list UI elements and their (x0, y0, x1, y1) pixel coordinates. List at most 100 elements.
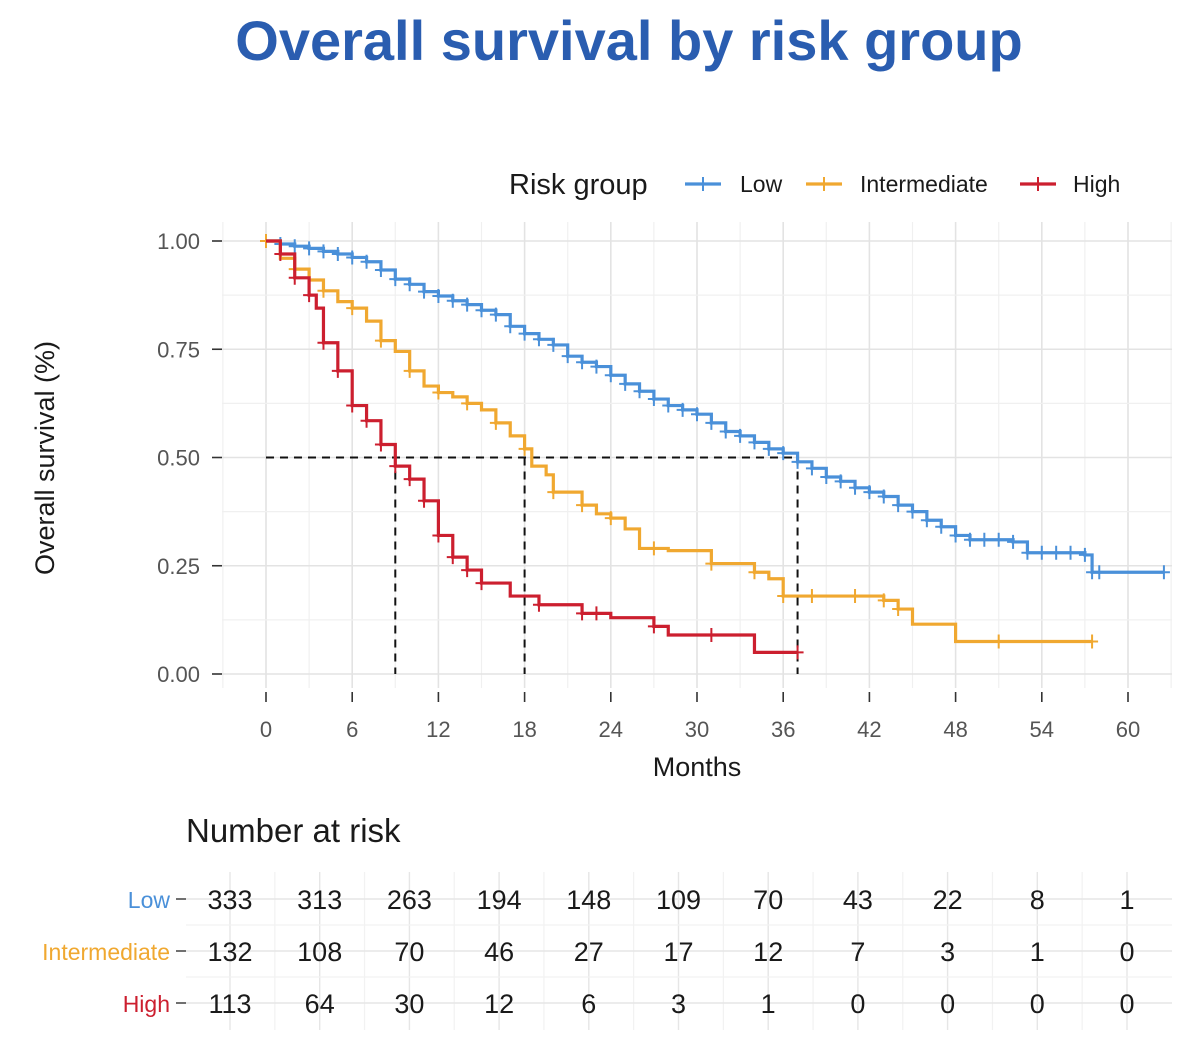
x-tick-label: 60 (1116, 717, 1140, 742)
risk-cell: 113 (208, 989, 251, 1019)
censor-mark (935, 519, 948, 534)
risk-cell: 0 (1119, 989, 1134, 1019)
risk-row-low: Low 333 313 263 194 148 109 70 43 22 8 1 (128, 885, 1135, 915)
censor-mark (892, 498, 905, 513)
censor-mark (633, 384, 646, 399)
censor-mark (576, 498, 589, 513)
legend-label: Intermediate (860, 171, 988, 197)
censor-mark (820, 469, 833, 484)
risk-cell: 108 (297, 937, 342, 967)
censor-mark (288, 239, 301, 254)
risk-row-label: Intermediate (42, 939, 170, 965)
risk-cell: 70 (753, 885, 783, 915)
censor-mark (992, 532, 1005, 547)
censor-mark (389, 272, 402, 287)
survival-curve-low (266, 239, 1164, 574)
censor-mark (432, 288, 445, 303)
legend-label: Low (740, 171, 783, 197)
censor-mark (346, 250, 359, 265)
censor-mark (647, 619, 660, 634)
censor-mark (317, 244, 330, 259)
median-reference-lines (266, 456, 799, 674)
censor-mark (791, 454, 804, 469)
censor-mark (805, 461, 818, 476)
legend-label: High (1073, 171, 1120, 197)
risk-cell: 12 (753, 937, 783, 967)
x-tick-label: 0 (260, 717, 272, 742)
x-tick-label: 6 (346, 717, 358, 742)
censor-mark (532, 597, 545, 612)
risk-row-intermediate: Intermediate 132 108 70 46 27 17 12 7 3 1 0 (42, 937, 1134, 967)
risk-cell: 194 (477, 885, 522, 915)
risk-cell: 148 (566, 885, 611, 915)
censor-mark (834, 474, 847, 489)
censor-mark (604, 511, 617, 526)
risk-cell: 64 (305, 989, 335, 1019)
censor-mark (1093, 565, 1106, 580)
y-tick-label: 0.75 (157, 337, 200, 362)
x-tick-label: 30 (685, 717, 709, 742)
risk-row-label: Low (128, 887, 171, 913)
censor-mark (547, 485, 560, 500)
censor-mark (518, 441, 531, 456)
risk-cell: 1 (761, 989, 776, 1019)
censor-mark (647, 541, 660, 556)
risk-cell: 1 (1119, 885, 1134, 915)
y-axis-title: Overall survival (%) (30, 341, 60, 575)
censor-mark (920, 513, 933, 528)
legend-item-intermediate: Intermediate (806, 171, 988, 197)
x-tick-label: 48 (943, 717, 967, 742)
risk-cell: 1 (1030, 937, 1045, 967)
censor-mark (432, 528, 445, 543)
censor-mark (805, 589, 818, 604)
censor-mark (346, 398, 359, 413)
censor-mark (1064, 545, 1077, 560)
risk-cell: 30 (394, 989, 424, 1019)
risk-cell: 27 (574, 937, 604, 967)
censor-mark (374, 263, 387, 278)
y-tick-label: 1.00 (157, 229, 200, 254)
censor-mark (461, 297, 474, 312)
censor-mark (418, 493, 431, 508)
censor-mark (576, 355, 589, 370)
censor-mark (777, 589, 790, 604)
risk-cell: 70 (394, 937, 424, 967)
censor-mark (734, 428, 747, 443)
risk-cell: 12 (484, 989, 514, 1019)
y-tick-label: 0.00 (157, 662, 200, 687)
censor-mark (676, 402, 689, 417)
censor-mark (1035, 545, 1048, 560)
censor-mark (849, 589, 862, 604)
censor-mark (532, 332, 545, 347)
censor-mark (475, 303, 488, 318)
risk-cell: 0 (850, 989, 865, 1019)
censor-mark (446, 293, 459, 308)
censor-mark (403, 363, 416, 378)
censor-mark (590, 606, 603, 621)
legend-item-low: Low (685, 171, 783, 197)
legend: Risk group Low Intermediate High (509, 169, 1120, 201)
risk-cell: 46 (484, 937, 514, 967)
censor-mark (719, 424, 732, 439)
x-tick-label: 24 (599, 717, 623, 742)
censor-mark (317, 335, 330, 350)
risk-row-high: High 113 64 30 12 6 3 1 0 0 0 0 (123, 989, 1135, 1019)
censor-mark (748, 435, 761, 450)
series-low (266, 237, 1170, 580)
censor-mark (389, 459, 402, 474)
censor-mark (475, 576, 488, 591)
censor-mark (274, 246, 287, 261)
risk-cell: 8 (1030, 885, 1045, 915)
risk-cell: 333 (207, 885, 252, 915)
censor-mark (849, 480, 862, 495)
censor-mark (906, 504, 919, 519)
censor-mark (360, 413, 373, 428)
risk-cell: 22 (933, 885, 963, 915)
censor-mark (604, 368, 617, 383)
censor-mark (1086, 634, 1099, 649)
x-tick-label: 12 (426, 717, 450, 742)
censor-mark (576, 606, 589, 621)
censor-mark (561, 349, 574, 364)
risk-cell: 109 (656, 885, 701, 915)
censor-mark (288, 270, 301, 285)
